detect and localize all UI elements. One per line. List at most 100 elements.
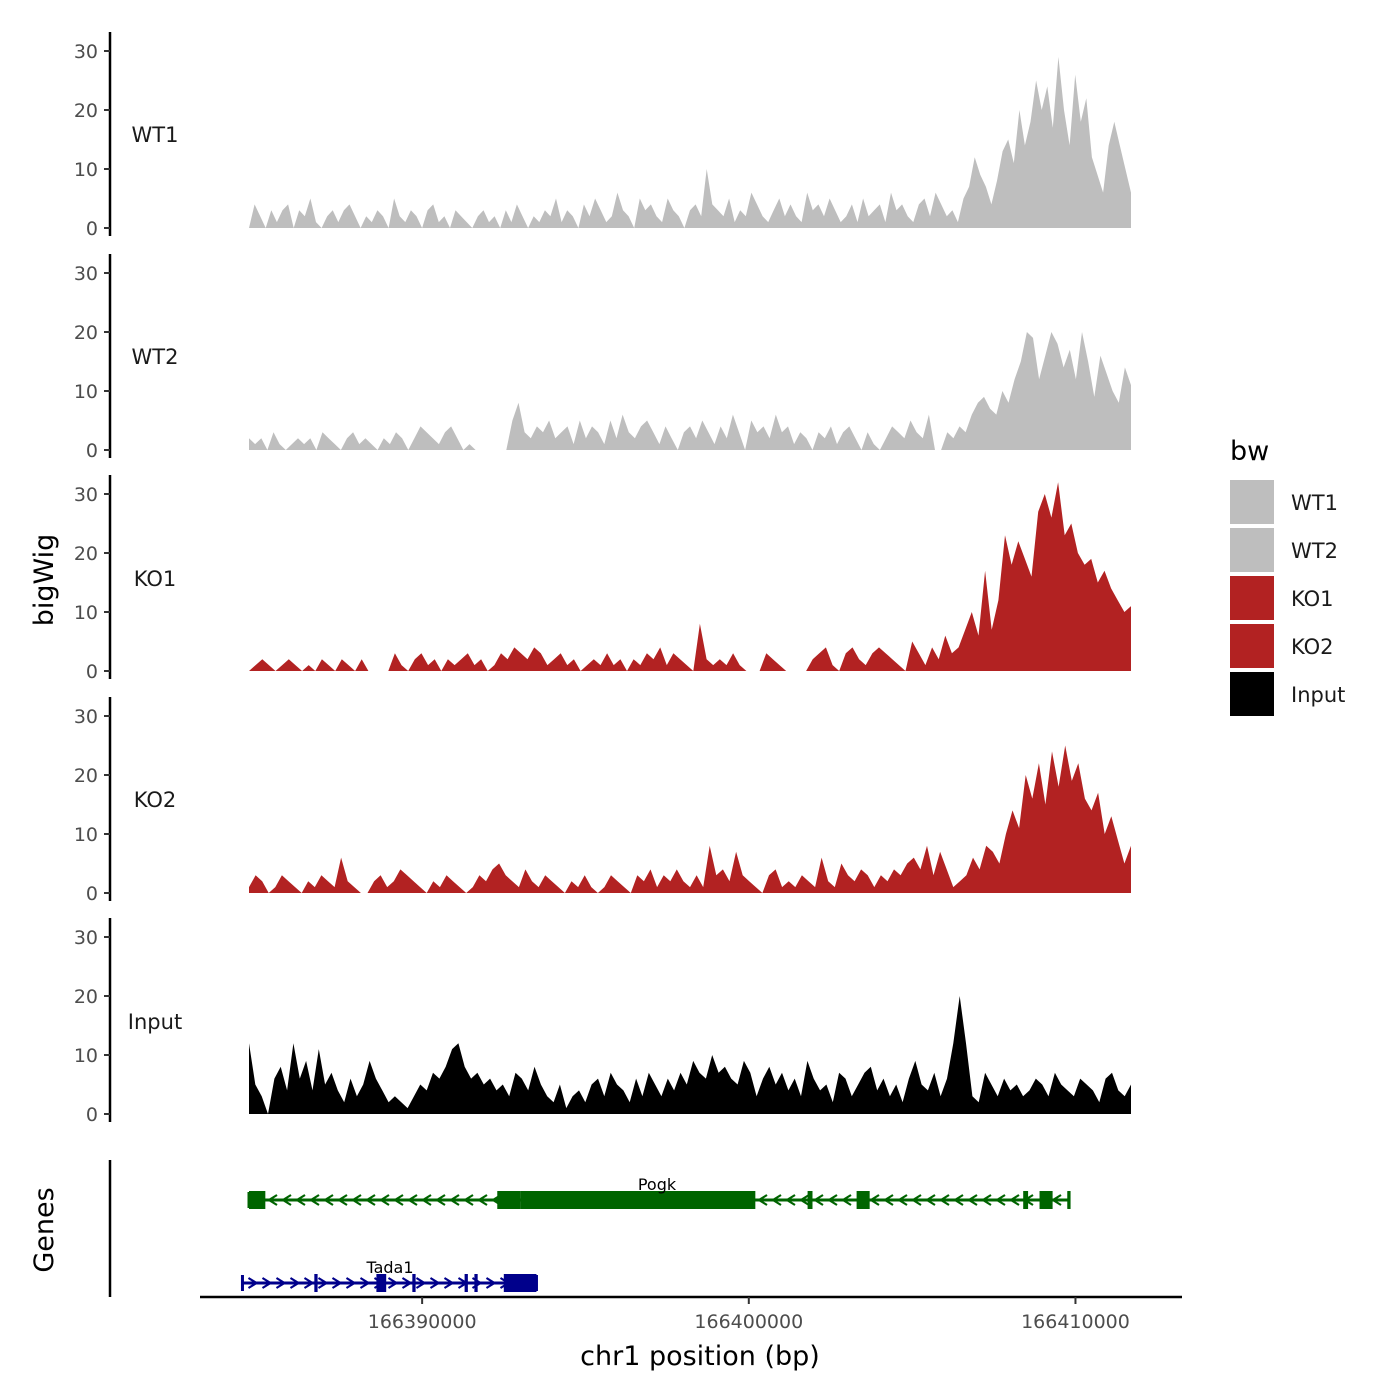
strand-chevron — [756, 1194, 768, 1206]
y-tick-label: 20 — [74, 100, 98, 122]
strand-chevron — [966, 1194, 978, 1206]
strand-chevron — [443, 1277, 455, 1289]
strand-chevron — [980, 1194, 992, 1206]
strand-chevron — [406, 1194, 418, 1206]
coverage-area-input — [249, 996, 1131, 1114]
y-axis-title: bigWig — [29, 534, 60, 627]
gene-label: Tada1 — [365, 1258, 413, 1277]
x-tick-label: 166400000 — [694, 1311, 803, 1333]
strand-chevron — [448, 1194, 460, 1206]
y-tick-label: 10 — [74, 381, 98, 403]
gene-exon — [497, 1191, 521, 1209]
strand-chevron — [994, 1194, 1006, 1206]
coverage-area-wt2 — [249, 332, 1131, 450]
gene-exon — [249, 1191, 266, 1209]
strand-chevron — [401, 1277, 413, 1289]
strand-chevron — [924, 1194, 936, 1206]
strand-chevron — [378, 1194, 390, 1206]
legend-label-ko2: KO2 — [1291, 635, 1334, 659]
gene-exon — [376, 1274, 387, 1292]
strand-chevron — [331, 1277, 343, 1289]
track-label: KO2 — [134, 788, 177, 812]
strand-chevron — [1008, 1194, 1020, 1206]
strand-chevron — [1050, 1194, 1062, 1206]
strand-chevron — [387, 1277, 399, 1289]
strand-chevron — [798, 1194, 810, 1206]
legend-key-wt1 — [1230, 480, 1274, 524]
x-axis: 166390000 166400000 166410000 — [200, 1295, 1182, 1333]
y-tick-label: 0 — [86, 883, 98, 905]
strand-chevron — [826, 1194, 838, 1206]
gene-label: Pogk — [638, 1175, 677, 1194]
gene-exon — [807, 1191, 813, 1209]
legend-key-input — [1230, 672, 1274, 716]
y-tick-label: 0 — [86, 1104, 98, 1126]
coverage-area-wt1 — [249, 56, 1131, 229]
strand-chevron — [280, 1194, 292, 1206]
y-tick-label: 30 — [74, 263, 98, 285]
y-tick-label: 10 — [74, 159, 98, 181]
x-axis-title: chr1 position (bp) — [580, 1341, 820, 1372]
strand-chevron — [910, 1194, 922, 1206]
y-tick-label: 20 — [74, 543, 98, 565]
y-tick-label: 20 — [74, 765, 98, 787]
strand-chevron — [364, 1194, 376, 1206]
strand-chevron — [784, 1194, 796, 1206]
strand-chevron — [840, 1194, 852, 1206]
track-ko2: 0 10 20 30 KO2 — [74, 697, 1131, 905]
strand-chevron — [317, 1277, 329, 1289]
x-tick-label: 166410000 — [1021, 1311, 1130, 1333]
track-label: WT1 — [132, 123, 179, 147]
strand-chevron — [420, 1194, 432, 1206]
strand-chevron — [308, 1194, 320, 1206]
gene-track: Pogk Tada1 — [108, 1160, 1071, 1297]
strand-chevron — [462, 1194, 474, 1206]
strand-chevron — [952, 1194, 964, 1206]
track-wt2: 0 10 20 30 WT2 — [74, 254, 1131, 462]
y-tick-label: 30 — [74, 41, 98, 63]
coverage-area-ko1 — [249, 482, 1131, 671]
legend: bw WT1 WT2 KO1 KO2 Input — [1230, 436, 1345, 716]
y-tick-label: 10 — [74, 602, 98, 624]
gene-pogk: Pogk — [247, 1175, 1071, 1209]
gene-exon — [1067, 1191, 1071, 1209]
y-tick-label: 0 — [86, 661, 98, 683]
strand-chevron — [289, 1277, 301, 1289]
legend-label-wt1: WT1 — [1291, 491, 1338, 515]
y-tick-label: 30 — [74, 484, 98, 506]
strand-chevron — [350, 1194, 362, 1206]
gene-exon — [503, 1274, 537, 1292]
gene-exon — [1023, 1191, 1029, 1209]
track-input: 0 10 20 30 Input — [74, 918, 1131, 1126]
gene-exon — [412, 1274, 416, 1292]
y-tick-label: 20 — [74, 322, 98, 344]
legend-key-ko1 — [1230, 576, 1274, 620]
legend-label-ko1: KO1 — [1291, 587, 1334, 611]
y-tick-label: 20 — [74, 986, 98, 1008]
gene-exon — [464, 1274, 468, 1292]
strand-chevron — [303, 1277, 315, 1289]
strand-chevron — [434, 1194, 446, 1206]
gene-tada1: Tada1 — [240, 1258, 538, 1292]
y-tick-label: 10 — [74, 824, 98, 846]
gene-exon — [474, 1274, 478, 1292]
strand-chevron — [812, 1194, 824, 1206]
strand-chevron — [294, 1194, 306, 1206]
gene-exon — [1039, 1191, 1053, 1209]
strand-chevron — [882, 1194, 894, 1206]
strand-chevron — [415, 1277, 427, 1289]
y-tick-label: 0 — [86, 218, 98, 240]
y-tick-label: 0 — [86, 440, 98, 462]
strand-chevron — [770, 1194, 782, 1206]
strand-chevron — [392, 1194, 404, 1206]
strand-chevron — [275, 1277, 287, 1289]
strand-chevron — [485, 1277, 497, 1289]
track-label: KO1 — [134, 567, 177, 591]
y-tick-label: 30 — [74, 706, 98, 728]
strand-chevron — [247, 1277, 259, 1289]
strand-chevron — [938, 1194, 950, 1206]
legend-key-wt2 — [1230, 528, 1274, 572]
strand-chevron — [868, 1194, 880, 1206]
gene-exon — [520, 1191, 756, 1209]
